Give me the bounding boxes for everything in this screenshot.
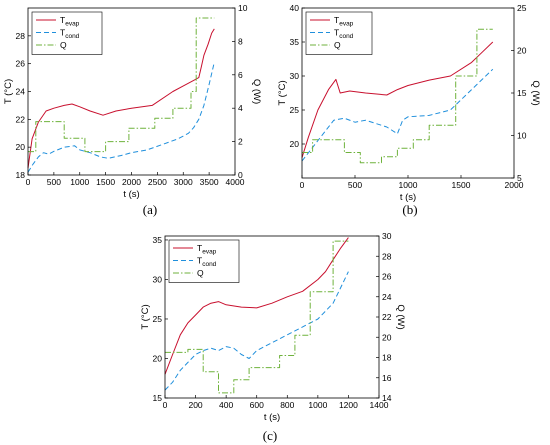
series-a-t-evap (27, 28, 215, 169)
legend-label-c-t-evap: Tevap (197, 243, 217, 256)
x-tick-label-c: 1400 (370, 400, 389, 410)
x-tick-label-a: 3500 (200, 177, 219, 187)
series-a-t-cond (27, 62, 215, 173)
y-left-tick-label-b: 35 (290, 37, 300, 47)
x-tick-label-a: 2500 (148, 177, 167, 187)
y-right-tick-label-b: 5 (517, 173, 522, 183)
x-tick-label-c: 1000 (308, 400, 327, 410)
y-left-tick-label-b: 40 (290, 3, 300, 13)
y-left-tick-label-b: 25 (290, 105, 300, 115)
series-c-q (165, 240, 349, 394)
y-right-tick-label-b: 10 (517, 131, 527, 141)
y-left-tick-label-c: 25 (153, 314, 163, 324)
series-c-t-evap (164, 237, 349, 375)
y-right-tick-label-c: 28 (382, 251, 392, 261)
legend-label-b-t-cond: Tcond (334, 28, 354, 41)
x-tick-label-a: 4000 (226, 177, 245, 187)
x-tick-label-a: 0 (26, 177, 31, 187)
x-tick-label-b: 1000 (399, 180, 418, 190)
x-tick-label-a: 500 (47, 177, 61, 187)
y-right-tick-label-c: 14 (382, 393, 392, 403)
x-axis-label-b: t (s) (400, 192, 416, 203)
y-right-axis-label-b: Q (W) (530, 80, 541, 105)
y-left-axis-label-c: T (°C) (140, 304, 151, 329)
y-right-tick-label-a: 2 (238, 137, 243, 147)
series-c-t-cond (164, 271, 349, 391)
legend-label-a-t-cond: Tcond (60, 28, 80, 41)
y-right-axis-label-a: Q (W) (251, 79, 262, 104)
y-right-tick-label-a: 6 (238, 70, 243, 80)
y-right-tick-label-c: 16 (382, 373, 392, 383)
panel-c-label: (c) (263, 428, 277, 443)
x-tick-label-a: 2000 (122, 177, 141, 187)
y-right-tick-label-b: 20 (517, 46, 527, 56)
y-left-tick-label-a: 28 (16, 31, 26, 41)
legend-label-b-q: Q (334, 40, 341, 50)
y-left-tick-label-c: 15 (153, 393, 163, 403)
y-right-tick-label-c: 30 (382, 231, 392, 241)
legend-label-a-t-evap: Tevap (60, 15, 80, 28)
panel-c: 0 200 400 600 800 1000 1200 1400 15 20 25 30 35 14 16 1… (140, 231, 406, 423)
series-a-q (28, 17, 215, 153)
y-right-axis-label-c: Q (W) (395, 304, 406, 329)
x-axis-label-c: t (s) (264, 412, 280, 423)
y-right-tick-label-a: 10 (238, 3, 248, 13)
x-tick-label-b: 500 (348, 180, 362, 190)
legend-box-b (305, 11, 373, 55)
x-tick-label-a: 1500 (96, 177, 115, 187)
legend-label-c-q: Q (197, 268, 204, 278)
y-left-tick-label-b: 30 (290, 71, 300, 81)
panel-a: 0 500 1000 1500 2000 2500 3000 3500 400018202224… (3, 3, 262, 200)
x-tick-label-b: 2000 (505, 180, 524, 190)
y-right-tick-label-c: 20 (382, 332, 392, 342)
panel-a-label: (a) (143, 202, 157, 217)
y-left-tick-label-b: 20 (290, 139, 300, 149)
legend-box-a (31, 11, 103, 55)
x-tick-label-c: 0 (163, 400, 168, 410)
x-tick-label-c: 800 (280, 400, 294, 410)
y-right-tick-label-b: 15 (517, 88, 527, 98)
y-right-tick-label-c: 18 (382, 353, 392, 363)
x-tick-label-c: 200 (188, 400, 202, 410)
y-right-tick-label-c: 22 (382, 312, 392, 322)
series-b-t-evap (301, 41, 494, 158)
legend-box-c (168, 239, 240, 283)
y-left-tick-label-a: 18 (16, 170, 26, 180)
panel-b-label: (b) (402, 202, 417, 217)
y-right-tick-label-a: 0 (238, 170, 243, 180)
x-tick-label-a: 1000 (70, 177, 89, 187)
y-left-tick-label-a: 24 (16, 87, 26, 97)
x-tick-label-b: 1500 (452, 180, 471, 190)
legend-label-c-t-cond: Tcond (197, 256, 217, 269)
series-b-t-cond (301, 68, 494, 162)
y-right-tick-label-b: 25 (517, 3, 527, 13)
legend-label-b-t-evap: Tevap (334, 15, 354, 28)
y-right-tick-label-a: 8 (238, 36, 243, 46)
y-left-axis-label-a: T (°C) (3, 79, 14, 104)
y-right-tick-label-a: 4 (238, 103, 243, 113)
x-tick-label-c: 400 (219, 400, 233, 410)
panel-b: 0 500 1000 1500 2000 20 25 30 35 40 5 10 15 20 25 t (s)… (277, 3, 541, 203)
y-left-axis-label-b: T (°C) (277, 80, 288, 105)
series-b-q (302, 28, 493, 164)
y-right-tick-label-c: 24 (382, 292, 392, 302)
x-tick-label-b: 0 (300, 180, 305, 190)
x-tick-label-c: 600 (250, 400, 264, 410)
y-left-tick-label-c: 35 (153, 235, 163, 245)
y-left-tick-label-a: 26 (16, 59, 26, 69)
y-right-tick-label-c: 26 (382, 272, 392, 282)
x-tick-label-a: 3000 (174, 177, 193, 187)
legend-label-a-q: Q (60, 40, 67, 50)
y-left-tick-label-a: 22 (16, 114, 26, 124)
x-tick-label-c: 1200 (339, 400, 358, 410)
x-axis-label-a: t (s) (123, 189, 139, 200)
y-left-tick-label-c: 20 (153, 353, 163, 363)
y-left-tick-label-c: 30 (153, 274, 163, 284)
y-left-tick-label-a: 20 (16, 142, 26, 152)
